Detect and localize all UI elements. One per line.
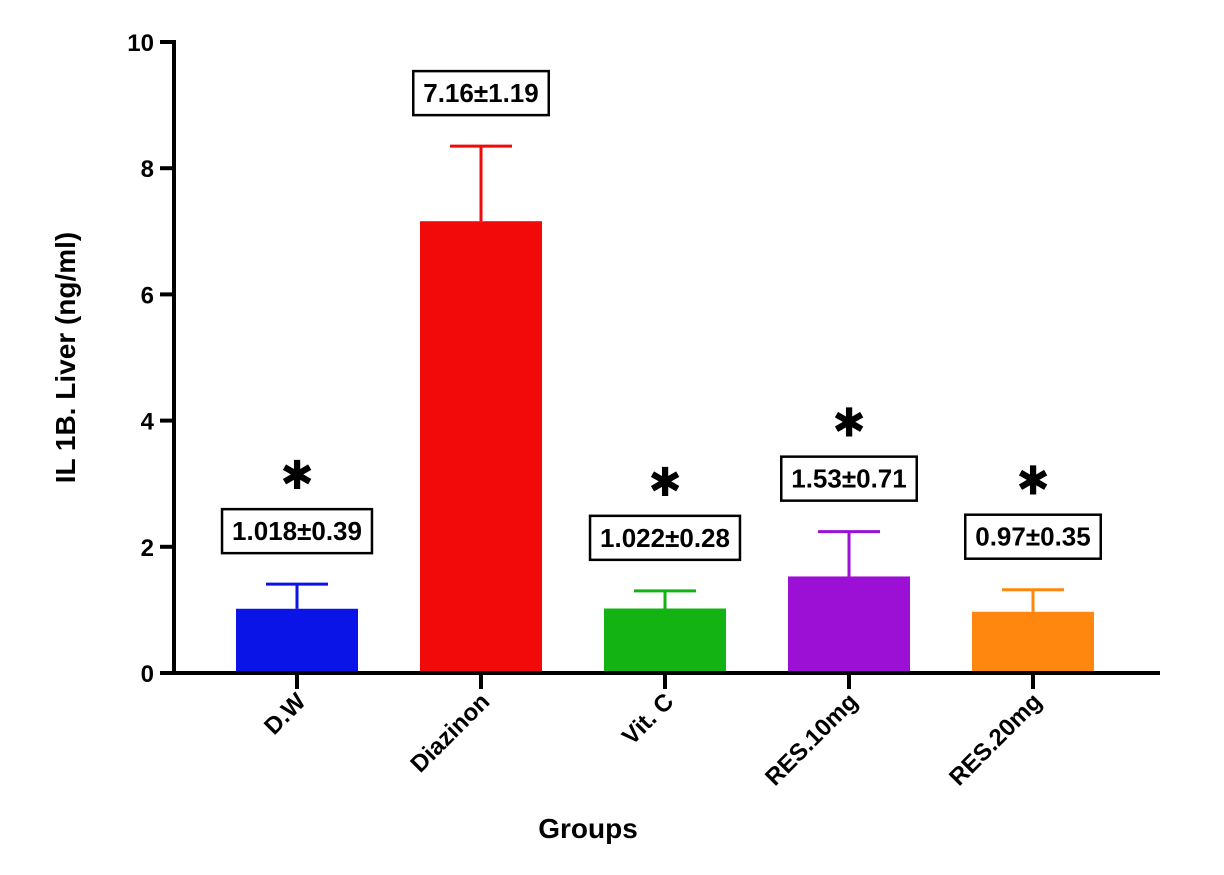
x-tick-label: Vit. C [617,688,679,750]
bar-diazinon [420,221,542,674]
data-label-text: 0.97±0.35 [975,522,1090,552]
significance-star: ✱ [1016,459,1050,505]
data-label-box [588,514,742,562]
data-label-text: 1.022±0.28 [600,523,730,553]
x-tick-label: Diazinon [405,688,495,778]
bar-vit-c [604,608,726,673]
bar-res-10mg [788,576,910,673]
data-labels-layer: 1.018±0.39 ✱ 7.16±1.19 1.022±0.28 ✱ 1.53±0.71… [220,69,1102,562]
y-ticks-layer: 0 2 4 6 8 10 [127,30,174,688]
y-tick-label: 6 [141,282,154,309]
bar-res-20mg [972,611,1094,673]
data-label-box [412,69,550,117]
significance-star: ✱ [832,401,866,447]
y-axis-title: IL 1B. Liver (ng/ml) [50,232,81,484]
data-label: 7.16±1.19 [412,69,550,117]
significance-star: ✱ [648,460,682,506]
y-tick-label: 4 [141,409,155,436]
bar-d-w [236,608,358,673]
x-tick-label: RES.10mg [760,688,863,791]
data-label-box [964,513,1102,560]
bars-layer [236,221,1094,674]
y-tick-label: 10 [127,30,154,57]
data-label-text: 1.53±0.71 [791,464,906,494]
y-tick-label: 8 [141,156,154,183]
data-label-text: 7.16±1.19 [423,78,538,108]
data-label: 1.022±0.28 [588,514,742,562]
data-label: 0.97±0.35 [964,513,1102,560]
x-tick-label: D.W [259,688,311,740]
data-label: 1.018±0.39 [220,507,374,555]
error-bars-layer [266,144,1064,612]
significance-star: ✱ [280,453,314,499]
data-label-box [220,507,374,555]
data-label-text: 1.018±0.39 [232,516,362,546]
data-label: 1.53±0.71 [780,455,918,502]
y-tick-label: 0 [141,661,154,688]
x-ticks-layer: D.W Diazinon Vit. C RES.10mg RES.20mg [259,673,1047,791]
axes-layer [172,40,1160,675]
y-tick-label: 2 [141,535,154,562]
x-tick-label: RES.20mg [944,688,1047,791]
data-label-box [780,455,918,502]
x-axis-title: Groups [538,813,638,844]
